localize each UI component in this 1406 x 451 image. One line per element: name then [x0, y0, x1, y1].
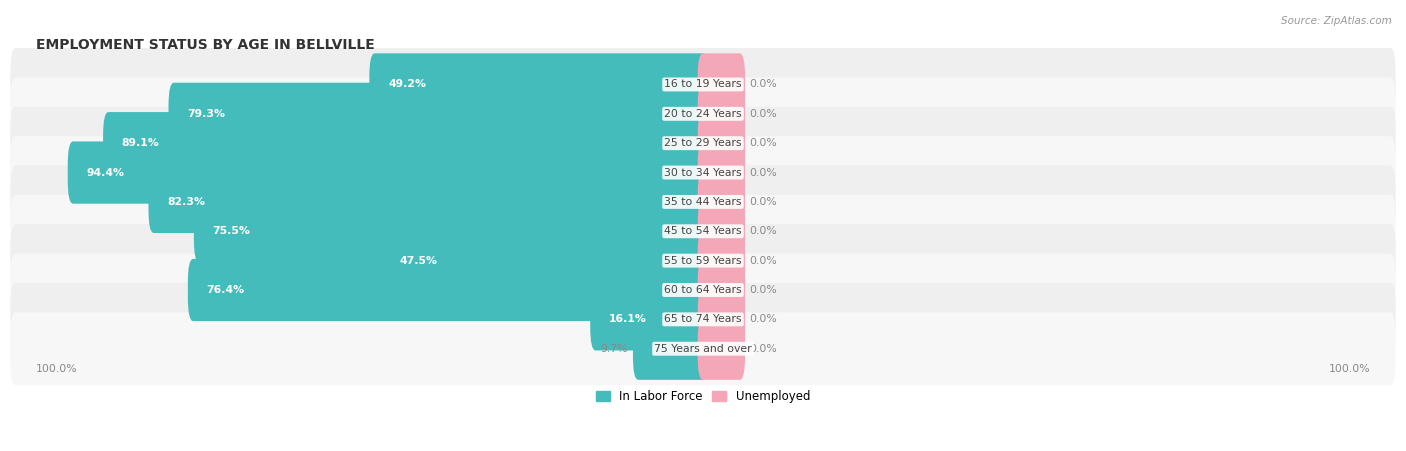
- Text: 75 Years and over: 75 Years and over: [654, 344, 752, 354]
- FancyBboxPatch shape: [10, 78, 1396, 150]
- Text: 20 to 24 Years: 20 to 24 Years: [664, 109, 742, 119]
- Text: 0.0%: 0.0%: [749, 314, 778, 324]
- Text: 75.5%: 75.5%: [212, 226, 250, 236]
- Text: 25 to 29 Years: 25 to 29 Years: [664, 138, 742, 148]
- FancyBboxPatch shape: [10, 136, 1396, 209]
- FancyBboxPatch shape: [10, 283, 1396, 356]
- FancyBboxPatch shape: [697, 288, 745, 350]
- Text: 0.0%: 0.0%: [749, 256, 778, 266]
- Text: 94.4%: 94.4%: [86, 167, 124, 178]
- Text: EMPLOYMENT STATUS BY AGE IN BELLVILLE: EMPLOYMENT STATUS BY AGE IN BELLVILLE: [35, 37, 374, 51]
- FancyBboxPatch shape: [10, 195, 1396, 268]
- FancyBboxPatch shape: [697, 318, 745, 380]
- Text: 79.3%: 79.3%: [187, 109, 225, 119]
- FancyBboxPatch shape: [370, 53, 709, 115]
- Text: 49.2%: 49.2%: [388, 79, 426, 89]
- FancyBboxPatch shape: [149, 171, 709, 233]
- FancyBboxPatch shape: [10, 166, 1396, 238]
- Text: 16 to 19 Years: 16 to 19 Years: [664, 79, 742, 89]
- FancyBboxPatch shape: [10, 253, 1396, 327]
- Text: 0.0%: 0.0%: [749, 167, 778, 178]
- Text: 9.7%: 9.7%: [600, 344, 628, 354]
- FancyBboxPatch shape: [697, 230, 745, 292]
- FancyBboxPatch shape: [697, 112, 745, 174]
- FancyBboxPatch shape: [67, 142, 709, 204]
- Text: 0.0%: 0.0%: [749, 138, 778, 148]
- FancyBboxPatch shape: [10, 48, 1396, 121]
- Text: 0.0%: 0.0%: [749, 344, 778, 354]
- FancyBboxPatch shape: [697, 259, 745, 321]
- Text: 0.0%: 0.0%: [749, 109, 778, 119]
- FancyBboxPatch shape: [697, 142, 745, 204]
- Text: Source: ZipAtlas.com: Source: ZipAtlas.com: [1281, 16, 1392, 26]
- FancyBboxPatch shape: [10, 312, 1396, 385]
- Text: 76.4%: 76.4%: [207, 285, 245, 295]
- FancyBboxPatch shape: [169, 83, 709, 145]
- FancyBboxPatch shape: [697, 53, 745, 115]
- Text: 55 to 59 Years: 55 to 59 Years: [664, 256, 742, 266]
- Text: 0.0%: 0.0%: [749, 79, 778, 89]
- Text: 60 to 64 Years: 60 to 64 Years: [664, 285, 742, 295]
- Text: 100.0%: 100.0%: [35, 364, 77, 374]
- Text: 0.0%: 0.0%: [749, 226, 778, 236]
- FancyBboxPatch shape: [381, 230, 709, 292]
- Text: 82.3%: 82.3%: [167, 197, 205, 207]
- FancyBboxPatch shape: [633, 318, 709, 380]
- FancyBboxPatch shape: [188, 259, 709, 321]
- Text: 16.1%: 16.1%: [609, 314, 647, 324]
- Text: 0.0%: 0.0%: [749, 197, 778, 207]
- Text: 47.5%: 47.5%: [399, 256, 437, 266]
- Text: 65 to 74 Years: 65 to 74 Years: [664, 314, 742, 324]
- FancyBboxPatch shape: [194, 200, 709, 262]
- FancyBboxPatch shape: [697, 200, 745, 262]
- Text: 35 to 44 Years: 35 to 44 Years: [664, 197, 742, 207]
- FancyBboxPatch shape: [10, 107, 1396, 179]
- Text: 89.1%: 89.1%: [122, 138, 159, 148]
- FancyBboxPatch shape: [697, 83, 745, 145]
- FancyBboxPatch shape: [10, 224, 1396, 297]
- FancyBboxPatch shape: [697, 171, 745, 233]
- Text: 30 to 34 Years: 30 to 34 Years: [664, 167, 742, 178]
- Text: 45 to 54 Years: 45 to 54 Years: [664, 226, 742, 236]
- FancyBboxPatch shape: [103, 112, 709, 174]
- FancyBboxPatch shape: [591, 288, 709, 350]
- Legend: In Labor Force, Unemployed: In Labor Force, Unemployed: [591, 386, 815, 408]
- Text: 100.0%: 100.0%: [1329, 364, 1371, 374]
- Text: 0.0%: 0.0%: [749, 285, 778, 295]
